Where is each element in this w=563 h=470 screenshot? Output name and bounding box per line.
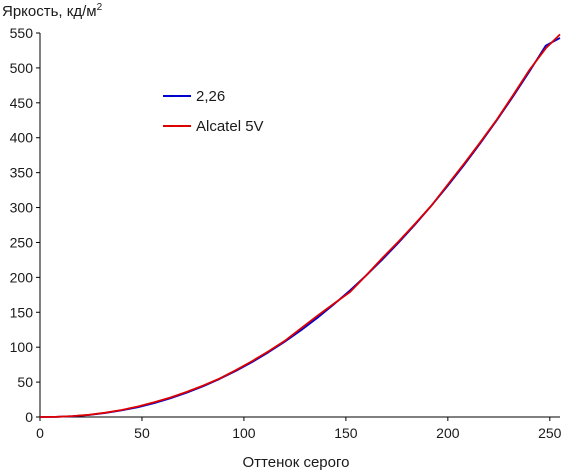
y-axis-title: Яркость, кд/м2 xyxy=(2,2,103,20)
x-tick-label: 250 xyxy=(538,425,562,441)
y-tick-label: 300 xyxy=(10,200,34,216)
x-tick-label: 200 xyxy=(436,425,460,441)
series-line-1 xyxy=(39,37,561,418)
y-tick-label: 500 xyxy=(10,60,34,76)
series-group xyxy=(39,33,561,418)
y-tick-label: 0 xyxy=(25,409,33,425)
y-tick-label: 550 xyxy=(10,25,34,41)
x-tick-label: 150 xyxy=(334,425,358,441)
series-line-2 xyxy=(39,33,561,418)
x-tick-label: 100 xyxy=(232,425,256,441)
y-tick-label: 150 xyxy=(10,304,34,320)
y-axis-title-text: Яркость, кд/м xyxy=(2,3,97,20)
y-tick-label: 200 xyxy=(10,269,34,285)
x-tick-label: 0 xyxy=(36,425,44,441)
y-tick-label: 100 xyxy=(10,339,34,355)
x-tick-label: 50 xyxy=(134,425,150,441)
y-axis-title-superscript: 2 xyxy=(97,2,103,13)
legend: 2,26 Alcatel 5V xyxy=(163,88,264,135)
legend-label-1: 2,26 xyxy=(196,88,225,105)
y-tick-label: 450 xyxy=(10,95,34,111)
y-tick-label: 250 xyxy=(10,234,34,250)
axes: 0 50 100 150 200 250 300 350 400 450 500 550 0 50 100 1… xyxy=(10,25,562,441)
y-tick-label: 50 xyxy=(17,374,33,390)
y-tick-label: 400 xyxy=(10,130,34,146)
legend-label-2: Alcatel 5V xyxy=(196,118,264,135)
y-tick-label: 350 xyxy=(10,165,34,181)
x-axis-title: Оттенок серого xyxy=(243,454,350,470)
